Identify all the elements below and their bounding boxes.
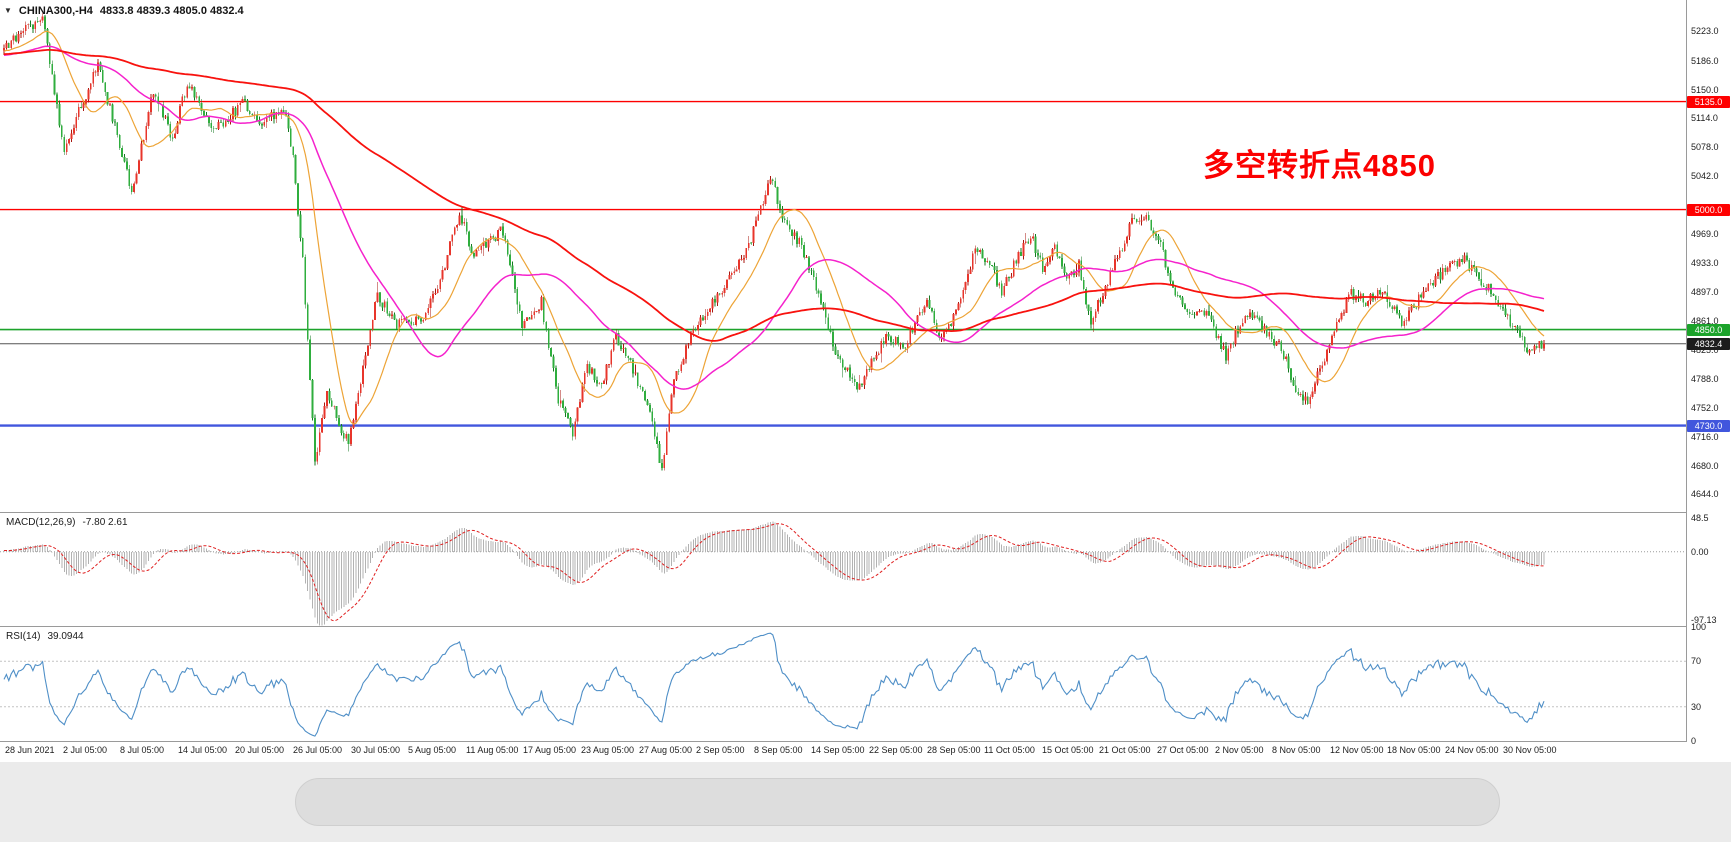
time-axis-label: 8 Jul 05:00: [120, 745, 165, 755]
time-axis[interactable]: 28 Jun 2021 2 Jul 05:00 8 Jul 05:00 14 Jul …: [0, 745, 1686, 761]
rsi-axis-label: 100: [1691, 622, 1707, 632]
dropdown-marker-icon[interactable]: ▼: [4, 6, 12, 15]
moving-averages: [3, 30, 1545, 425]
macd-name: MACD(12,26,9): [6, 517, 76, 528]
price-badge: 5135.0: [1687, 96, 1730, 108]
time-axis-label: 2 Jul 05:00: [63, 745, 108, 755]
price-axis-label: 5223.0: [1691, 26, 1719, 37]
rsi-name: RSI(14): [6, 631, 41, 642]
macd-signal-line: [4, 523, 1544, 622]
price-axis-label: 4969.0: [1691, 229, 1719, 240]
time-axis-label: 21 Oct 05:00: [1099, 745, 1151, 755]
price-axis-label: 4752.0: [1691, 403, 1719, 413]
time-axis-label: 12 Nov 05:00: [1330, 745, 1384, 755]
price-badge: 4730.0: [1687, 420, 1730, 432]
time-axis-label: 18 Nov 05:00: [1387, 745, 1441, 755]
price-axis-label: 5042.0: [1691, 171, 1719, 181]
time-axis-label: 24 Nov 05:00: [1445, 745, 1499, 755]
macd-label: MACD(12,26,9) -7.80 2.61: [6, 517, 128, 528]
time-axis-label: 23 Aug 05:00: [581, 745, 635, 755]
price-axis-label: 5114.0: [1691, 113, 1718, 124]
time-axis-label: 17 Aug 05:00: [523, 745, 577, 755]
macd-axis-label: -97.13: [1691, 615, 1717, 626]
price-axis-label: 5078.0: [1691, 142, 1719, 153]
main-chart-canvas[interactable]: [0, 0, 1686, 512]
time-axis-label: 11 Aug 05:00: [466, 745, 519, 755]
rsi-value: 39.0944: [47, 631, 84, 642]
panel-separator[interactable]: [0, 626, 1731, 627]
time-axis-label: 27 Aug 05:00: [639, 745, 693, 755]
macd-histogram: [3, 521, 1545, 626]
time-axis-label: 8 Nov 05:00: [1272, 745, 1321, 755]
price-axis-label: 5150.0: [1691, 84, 1719, 95]
time-axis-label: 26 Jul 05:00: [293, 745, 343, 755]
price-axis[interactable]: 5223.0 5186.0 5150.0 5114.0 5078.0 5042.0 4969…: [1687, 0, 1731, 762]
scrollbar-thumb[interactable]: [295, 778, 1500, 826]
macd-axis-label: 0.00: [1691, 546, 1709, 557]
time-axis-label: 27 Oct 05:00: [1157, 745, 1209, 755]
time-axis-label: 2 Sep 05:00: [696, 745, 745, 755]
axis-separator: [1686, 0, 1687, 742]
price-axis-label: 4788.0: [1691, 374, 1719, 385]
chart-annotation: 多空转折点4850: [1203, 148, 1436, 183]
candles: [3, 13, 1545, 471]
time-axis-label: 2 Nov 05:00: [1215, 745, 1264, 755]
price-axis-label: 4861.0: [1691, 315, 1719, 326]
price-axis-label: 4644.0: [1691, 489, 1719, 500]
price-axis-label: 4680.0: [1691, 460, 1719, 471]
rsi-line: [3, 632, 1545, 737]
rsi-levels: [0, 660, 1686, 708]
price-axis-label: 4897.0: [1691, 287, 1719, 297]
macd-values: -7.80 2.61: [82, 517, 128, 528]
time-axis-label: 8 Sep 05:00: [754, 745, 803, 755]
symbol-period-label: CHINA300,-H4: [18, 5, 93, 17]
time-axis-label: 20 Jul 05:00: [235, 745, 285, 755]
time-axis-label: 28 Jun 2021: [5, 745, 55, 755]
time-axis-label: 5 Aug 05:00: [408, 745, 457, 755]
time-axis-label: 14 Sep 05:00: [811, 745, 865, 755]
horizontal-lines[interactable]: [0, 100, 1686, 427]
rsi-label: RSI(14) 39.0944: [6, 631, 84, 642]
panel-separator: [0, 741, 1731, 742]
price-badge: 5000.0: [1687, 204, 1730, 216]
time-axis-label: 22 Sep 05:00: [869, 745, 923, 755]
symbol-header: ▼ CHINA300,-H4 4833.8 4839.3 4805.0 4832…: [4, 5, 244, 17]
rsi-axis-label: 0: [1691, 736, 1697, 746]
ohlc-values: 4833.8 4839.3 4805.0 4832.4: [99, 5, 244, 17]
price-badge: 4832.4: [1687, 338, 1730, 350]
price-axis-label: 5186.0: [1691, 55, 1719, 66]
price-axis-label: 4716.0: [1691, 431, 1719, 442]
time-axis-label: 30 Nov 05:00: [1503, 745, 1557, 755]
panel-separator[interactable]: [0, 512, 1731, 513]
price-badge: 4850.0: [1687, 324, 1730, 336]
rsi-panel-canvas[interactable]: [0, 627, 1686, 741]
horizontal-scrollbar[interactable]: [0, 762, 1731, 842]
time-axis-label: 28 Sep 05:00: [927, 745, 981, 755]
macd-axis-label: 48.5: [1691, 512, 1709, 523]
rsi-axis-label: 30: [1691, 701, 1702, 712]
time-axis-label: 11 Oct 05:00: [984, 745, 1035, 755]
price-axis-label: 4933.0: [1691, 258, 1719, 269]
rsi-axis-label: 70: [1691, 656, 1702, 667]
time-axis-label: 30 Jul 05:00: [351, 745, 401, 755]
macd-panel-canvas[interactable]: [0, 513, 1686, 626]
time-axis-label: 15 Oct 05:00: [1042, 745, 1094, 755]
time-axis-label: 14 Jul 05:00: [178, 745, 228, 755]
